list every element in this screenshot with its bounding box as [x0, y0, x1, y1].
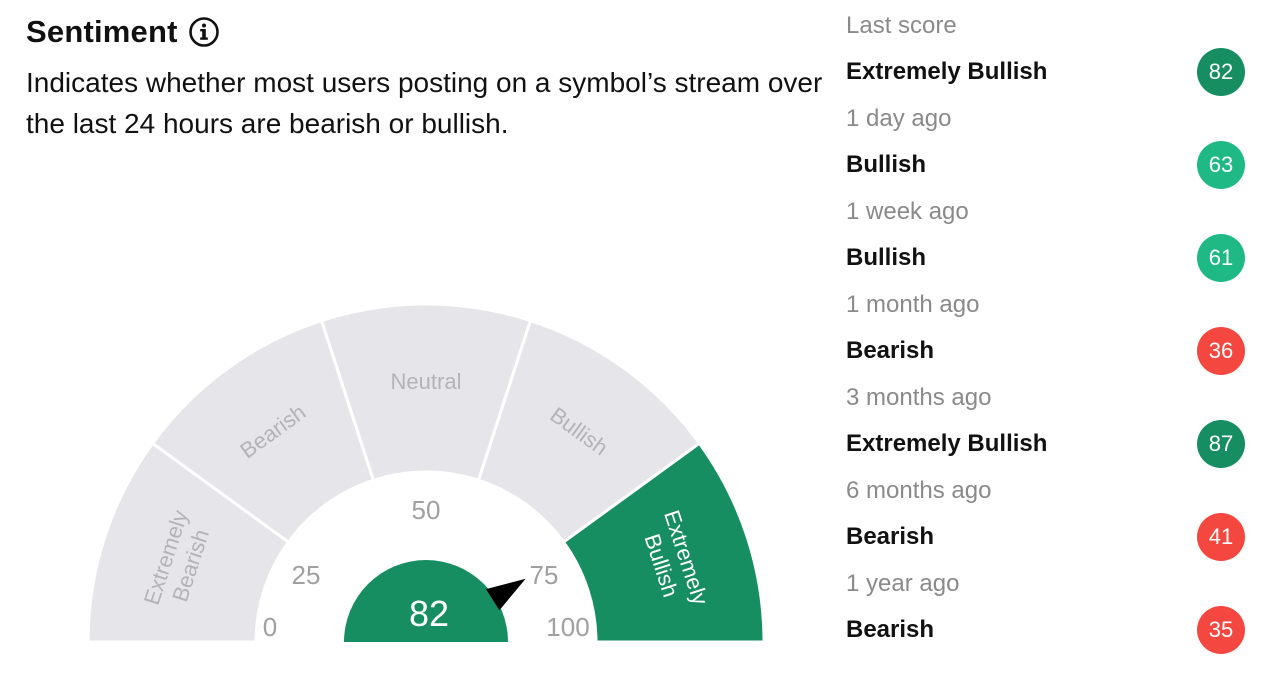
- history-sentiment: Bullish: [846, 244, 927, 271]
- history-sentiment: Extremely Bullish: [846, 58, 1048, 85]
- history-period: 3 months ago: [846, 384, 992, 411]
- history-score-badge: 87: [1197, 420, 1245, 468]
- history-period: 1 week ago: [846, 198, 969, 225]
- header: Sentiment: [26, 14, 220, 50]
- history-score-badge: 41: [1197, 513, 1245, 561]
- gauge-needle: [486, 578, 526, 611]
- history-score-badge: 35: [1197, 606, 1245, 654]
- history-sentiment: Bearish: [846, 337, 935, 364]
- history-period: 1 year ago: [846, 570, 960, 597]
- history-period: 6 months ago: [846, 477, 992, 504]
- history-score-badge: 63: [1197, 141, 1245, 189]
- history-period: Last score: [846, 12, 957, 39]
- history-sentiment: Bearish: [846, 523, 935, 550]
- sentiment-gauge: ExtremelyBearishBearishNeutralBullishExt…: [86, 302, 766, 644]
- info-icon[interactable]: [188, 16, 220, 48]
- history-sentiment: Bearish: [846, 616, 935, 643]
- gauge-score: 82: [409, 593, 449, 634]
- history-score-badge: 61: [1197, 234, 1245, 282]
- gauge-tick-label: 100: [546, 612, 589, 642]
- history-period: 1 month ago: [846, 291, 980, 318]
- gauge-tick-label: 75: [530, 560, 559, 590]
- history-score-badge: 82: [1197, 48, 1245, 96]
- gauge-segment-label: Neutral: [391, 369, 462, 394]
- description: Indicates whether most users posting on …: [26, 67, 823, 139]
- gauge-tick-label: 0: [263, 612, 277, 642]
- history-period: 1 day ago: [846, 105, 952, 132]
- history-sentiment: Extremely Bullish: [846, 430, 1048, 457]
- gauge-tick-label: 25: [292, 560, 321, 590]
- history-score-badge: 36: [1197, 327, 1245, 375]
- history-sentiment: Bullish: [846, 151, 927, 178]
- gauge-hub: [344, 560, 508, 642]
- page-title: Sentiment: [26, 14, 178, 49]
- gauge-segment-extremely-bullish: [561, 441, 766, 644]
- gauge-tick-label: 50: [412, 495, 441, 525]
